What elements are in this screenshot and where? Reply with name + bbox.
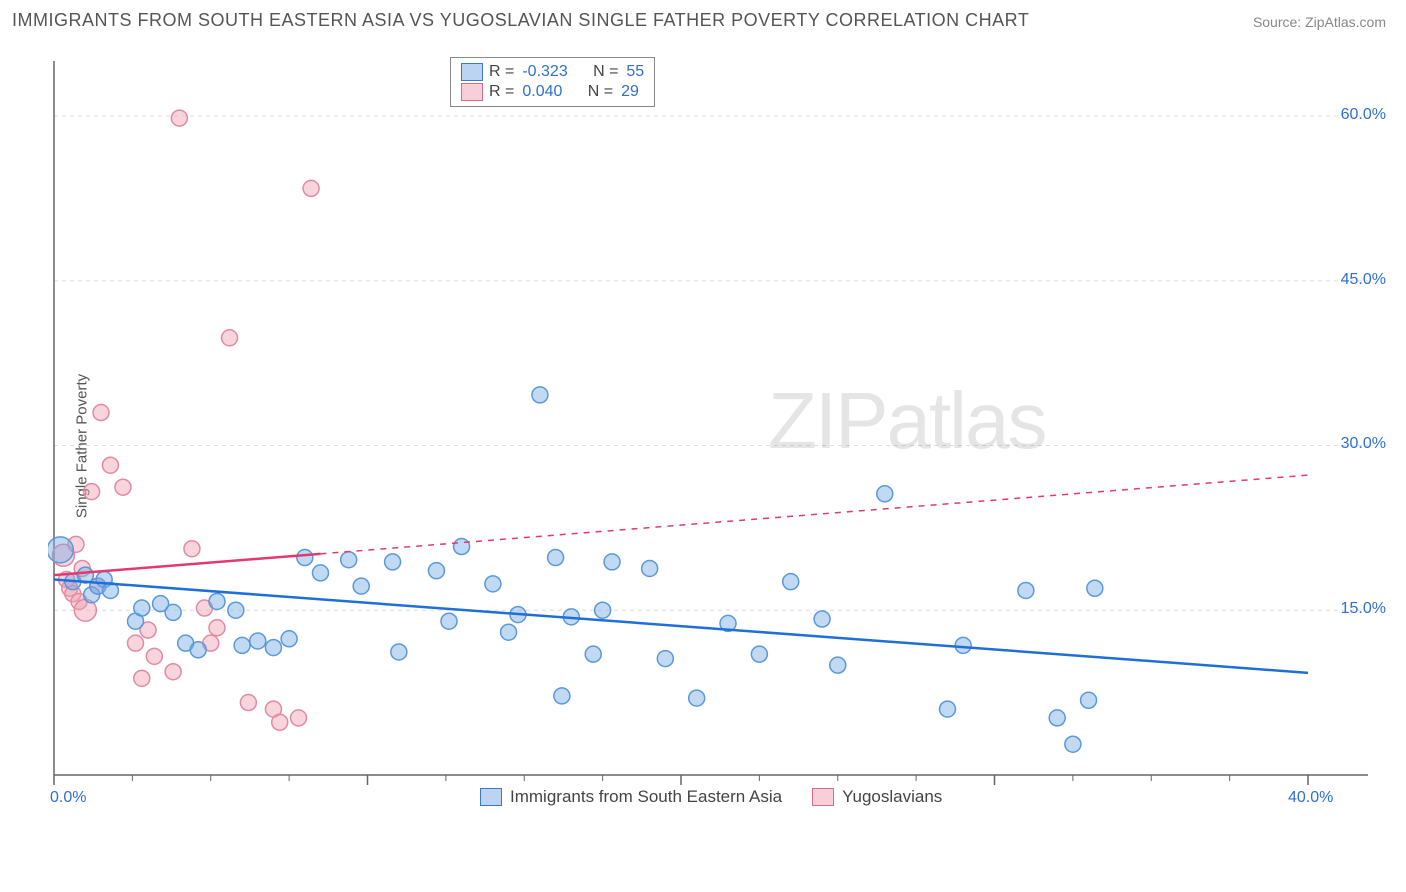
- stats-legend-row: R = 0.040 N = 29: [461, 82, 644, 102]
- source-label: Source: ZipAtlas.com: [1253, 14, 1386, 30]
- swatch-blue-icon: [461, 63, 483, 81]
- plot-area: ZIPatlas: [48, 55, 1388, 815]
- n-label: N =: [588, 83, 613, 101]
- chart-title: IMMIGRANTS FROM SOUTH EASTERN ASIA VS YU…: [12, 10, 1029, 31]
- n-label: N =: [593, 63, 618, 81]
- series-legend-item: Immigrants from South Eastern Asia: [480, 787, 782, 807]
- watermark-zip: ZIP: [768, 376, 886, 465]
- r-value: -0.323: [522, 63, 567, 81]
- y-tick-label: 45.0%: [1341, 271, 1386, 289]
- watermark-atlas: atlas: [886, 376, 1045, 465]
- x-tick-label: 40.0%: [1288, 789, 1333, 807]
- swatch-pink-icon: [812, 788, 834, 806]
- y-tick-label: 60.0%: [1341, 106, 1386, 124]
- swatch-blue-icon: [480, 788, 502, 806]
- r-label: R =: [489, 63, 514, 81]
- swatch-pink-icon: [461, 83, 483, 101]
- stats-legend-row: R = -0.323 N = 55: [461, 62, 644, 82]
- y-tick-label: 30.0%: [1341, 435, 1386, 453]
- stats-legend: R = -0.323 N = 55 R = 0.040 N = 29: [450, 57, 655, 107]
- n-value: 29: [621, 83, 639, 101]
- series-legend: Immigrants from South Eastern Asia Yugosl…: [480, 787, 942, 807]
- watermark: ZIPatlas: [768, 375, 1045, 467]
- r-label: R =: [489, 83, 514, 101]
- series-legend-label: Immigrants from South Eastern Asia: [510, 787, 782, 807]
- series-legend-label: Yugoslavians: [842, 787, 942, 807]
- x-tick-label: 0.0%: [50, 789, 86, 807]
- scatter-chart-svg: [48, 55, 1388, 815]
- y-tick-label: 15.0%: [1341, 600, 1386, 618]
- r-value: 0.040: [522, 83, 562, 101]
- n-value: 55: [626, 63, 644, 81]
- series-legend-item: Yugoslavians: [812, 787, 942, 807]
